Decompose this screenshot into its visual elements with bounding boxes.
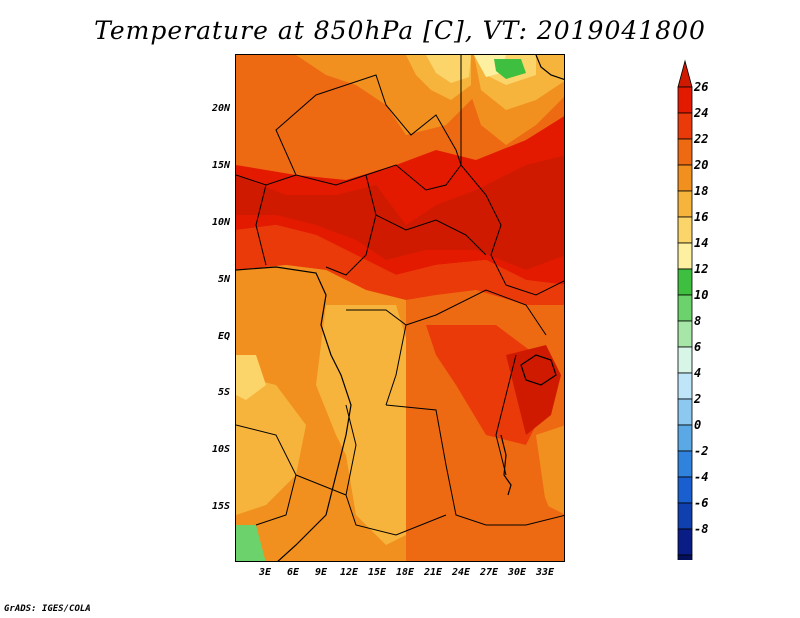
colorbar-swatch — [677, 554, 693, 560]
lat-tick-label: 15N — [211, 160, 230, 171]
colorbar-swatch — [677, 398, 693, 426]
colorbar-level-label: 22 — [694, 132, 709, 146]
colorbar-level-label: -8 — [694, 522, 709, 536]
lon-tick-label: 18E — [395, 567, 415, 578]
colorbar-swatch — [677, 216, 693, 244]
colorbar-level-label: 0 — [694, 418, 702, 432]
colorbar-level-label: -4 — [694, 470, 709, 484]
lat-tick-label: 15S — [211, 501, 230, 512]
colorbar-level-label: 8 — [694, 314, 702, 328]
colorbar-swatch — [677, 242, 693, 270]
colorbar-swatches — [677, 59, 693, 560]
lon-tick-label: 3E — [258, 567, 272, 578]
colorbar-swatch — [677, 528, 693, 556]
colorbar-swatch — [677, 424, 693, 452]
colorbar-swatch — [677, 268, 693, 296]
colorbar-swatch — [677, 450, 693, 478]
lat-tick-label: 5N — [217, 274, 230, 285]
field-green-spot — [494, 59, 526, 79]
country-borders — [236, 55, 564, 536]
colorbar-swatch — [677, 502, 693, 530]
temperature-map — [235, 54, 565, 562]
lon-tick-label: 27E — [479, 567, 499, 578]
lon-tick-label: 12E — [339, 567, 359, 578]
footer-credit: GrADS: IGES/COLA — [4, 604, 91, 614]
colorbar-level-label: 20 — [694, 158, 709, 172]
lon-tick-label: 21E — [423, 567, 443, 578]
colorbar-swatch — [677, 86, 693, 114]
colorbar-level-label: 16 — [694, 210, 709, 224]
lat-tick-label: EQ — [217, 331, 230, 342]
colorbar-level-label: 14 — [694, 236, 709, 250]
colorbar-swatch — [677, 138, 693, 166]
colorbar-level-label: 26 — [694, 80, 709, 94]
field-lakes-hot — [506, 345, 561, 435]
colorbar-swatch — [677, 294, 693, 322]
colorbar-level-label: -6 — [694, 496, 709, 510]
lat-tick-label: 20N — [211, 103, 230, 114]
lon-tick-label: 33E — [535, 567, 555, 578]
colorbar-swatch — [677, 372, 693, 400]
colorbar-over-arrow — [677, 59, 693, 88]
field-sahara-light — [426, 55, 471, 83]
colorbar — [677, 59, 693, 560]
coastline — [236, 55, 564, 561]
lat-tick-label: 10S — [211, 444, 230, 455]
field-tanzania — [536, 425, 564, 514]
colorbar-swatch — [677, 346, 693, 374]
lon-tick-label: 15E — [367, 567, 387, 578]
colorbar-level-label: -2 — [694, 444, 709, 458]
lon-tick-label: 30E — [507, 567, 527, 578]
lon-tick-label: 24E — [451, 567, 471, 578]
colorbar-swatch — [677, 320, 693, 348]
lon-tick-label: 6E — [286, 567, 300, 578]
field-angola-coast — [236, 375, 306, 515]
colorbar-swatch — [677, 112, 693, 140]
field-namibia-cool — [236, 525, 266, 561]
colorbar-swatch — [677, 190, 693, 218]
field-coast-patch — [236, 355, 266, 400]
plot-title: Temperature at 850hPa [C], VT: 201904180… — [94, 16, 706, 45]
colorbar-level-label: 10 — [694, 288, 709, 302]
field-transition — [236, 225, 564, 305]
colorbar-swatch — [677, 476, 693, 504]
colorbar-level-label: 12 — [694, 262, 709, 276]
field-southeast — [446, 475, 556, 561]
colorbar-level-label: 2 — [694, 392, 702, 406]
colorbar-swatch — [677, 164, 693, 192]
colorbar-level-label: 4 — [694, 366, 702, 380]
lon-tick-label: 9E — [314, 567, 328, 578]
colorbar-level-label: 6 — [694, 340, 702, 354]
colorbar-level-label: 24 — [694, 106, 709, 120]
temperature-field — [236, 55, 564, 561]
lat-tick-label: 5S — [217, 387, 230, 398]
lat-tick-label: 10N — [211, 217, 230, 228]
colorbar-level-label: 18 — [694, 184, 709, 198]
field-hot-core — [236, 155, 564, 270]
